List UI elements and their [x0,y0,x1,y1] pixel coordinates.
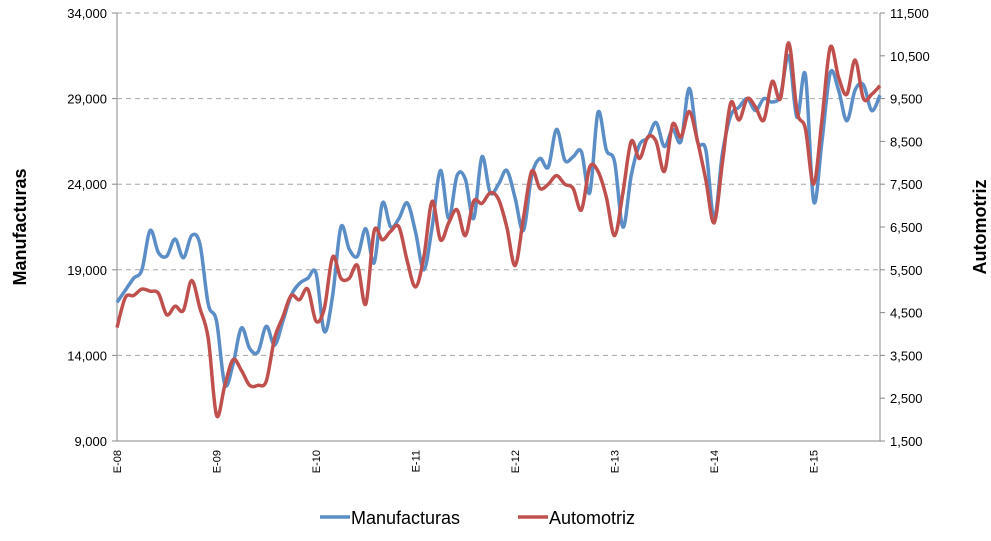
y2-tick-label: 11,500 [890,6,929,21]
x-tick-label: E-12 [510,450,522,473]
y2-tick-label: 4,500 [890,306,923,321]
y-tick-label: 9,000 [74,434,107,449]
y2-axis-title: Automotriz [970,180,990,275]
y-tick-label: 29,000 [67,92,107,107]
y2-tick-label: 6,500 [890,220,923,235]
x-tick-label: E-08 [112,450,124,473]
y-axis-title: Manufacturas [10,168,30,285]
x-tick-label: E-14 [709,450,721,473]
y2-tick-label: 9,500 [890,92,923,107]
y2-tick-label: 10,500 [890,49,930,64]
y2-tick-label: 7,500 [890,177,923,192]
x-tick-label: E-09 [212,450,224,473]
x-tick-label: E-11 [411,450,423,472]
y2-tick-label: 5,500 [890,263,923,278]
y-tick-label: 24,000 [67,177,107,192]
y2-tick-label: 1,500 [890,434,923,449]
legend-label: Automotriz [549,508,635,528]
y-tick-label: 19,000 [67,263,107,278]
series-line [115,41,882,419]
y2-tick-label: 2,500 [890,391,923,406]
x-tick-label: E-15 [809,450,821,473]
y2-tick-label: 3,500 [890,348,923,363]
y-tick-label: 14,000 [67,348,107,363]
y2-tick-label: 8,500 [890,134,923,149]
y-tick-label: 34,000 [67,6,107,21]
legend-label: Manufacturas [351,508,460,528]
x-tick-label: E-10 [311,450,323,473]
x-tick-label: E-13 [610,450,622,473]
